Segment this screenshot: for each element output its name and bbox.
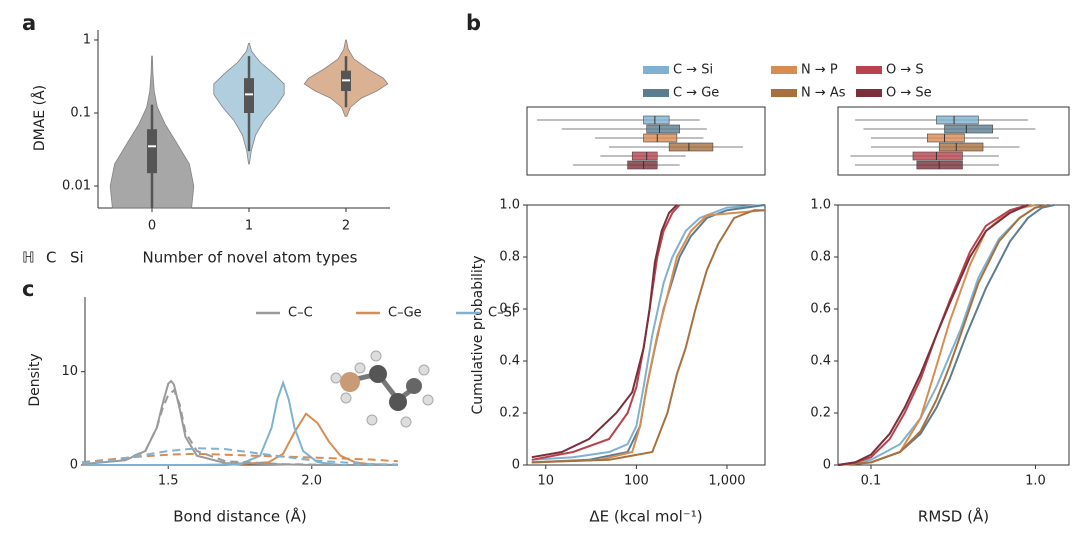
cdf-line: [531, 209, 765, 464]
x-tick-label: 100: [624, 474, 649, 489]
x-axis-label: Bond distance (Å): [173, 507, 307, 526]
density-line: [82, 379, 398, 466]
x-tick-label: 0.1: [861, 474, 882, 489]
x-tick-label: 2: [342, 219, 350, 234]
atom: [400, 416, 412, 428]
box: [627, 160, 658, 170]
molecule-illustration: [330, 350, 434, 428]
y-tick-label: 10: [61, 364, 78, 379]
atom-label: Si: [70, 249, 84, 267]
panel-letter: b: [466, 11, 481, 35]
x-tick-label: 0: [148, 219, 156, 234]
cdf-line: [837, 204, 1029, 466]
y-tick-label: 0.1: [70, 106, 91, 121]
cdf-line: [837, 204, 1049, 466]
legend-label: N → P: [801, 63, 838, 78]
x-tick-label: 10: [538, 474, 555, 489]
y-tick-label: 1.0: [810, 198, 831, 213]
box: [927, 133, 965, 143]
axes-frame: [837, 204, 1070, 466]
box: [936, 115, 979, 125]
legend-swatch: [856, 89, 882, 97]
atom: [406, 378, 422, 394]
box: [646, 124, 680, 134]
atom: [389, 393, 407, 411]
legend-swatch: [643, 89, 669, 97]
x-tick-label: 2.0: [301, 474, 322, 489]
x-tick-label: 1,000: [708, 474, 745, 489]
x-tick-label: 1: [245, 219, 253, 234]
legend-swatch: [771, 89, 797, 97]
x-axis-label: ΔE (kcal mol⁻¹): [589, 508, 702, 526]
atom: [370, 350, 382, 362]
panel-letter: a: [22, 11, 36, 35]
box: [643, 115, 670, 125]
cdf-line: [837, 204, 1029, 466]
density-line: [81, 388, 398, 466]
atom-label: C: [46, 249, 56, 267]
legend-label: O → S: [886, 63, 924, 78]
y-axis-label: Cumulative probability: [470, 255, 486, 414]
y-axis-label: Density: [27, 353, 43, 406]
legend-label: C–C: [288, 306, 313, 321]
box: [643, 133, 678, 143]
box: [147, 129, 157, 174]
atom: [340, 372, 360, 392]
legend-label: C → Si: [673, 63, 713, 78]
atom: [340, 392, 352, 404]
cdf-line: [837, 204, 1049, 466]
y-tick-label: 0.2: [499, 406, 520, 421]
y-tick-label: 0.6: [810, 302, 831, 317]
box: [938, 142, 984, 152]
axes-frame: [526, 204, 766, 466]
y-tick-label: 0: [823, 458, 831, 473]
y-tick-label: 0.6: [499, 302, 520, 317]
atom: [354, 362, 366, 374]
y-tick-label: 0: [70, 458, 78, 473]
atom-label: ℍ: [22, 249, 35, 267]
legend-swatch: [643, 66, 669, 74]
cdf-line: [531, 204, 766, 464]
y-tick-label: 1.0: [499, 198, 520, 213]
box: [244, 78, 254, 114]
legend-label: C–Si: [488, 306, 515, 321]
density-line: [82, 447, 398, 466]
atom: [330, 372, 342, 384]
y-tick-label: 0.4: [499, 354, 520, 369]
density-line: [82, 379, 398, 466]
y-axis-label: DMAE (Å): [31, 85, 48, 151]
legend-label: C–Ge: [388, 306, 422, 321]
x-tick-label: 1.5: [158, 474, 179, 489]
legend-label: O → Se: [886, 86, 932, 101]
cdf-line: [531, 209, 766, 464]
box: [912, 151, 963, 161]
legend-label: N → As: [801, 86, 846, 101]
box: [944, 124, 994, 134]
y-tick-label: 0: [512, 458, 520, 473]
box-panel-frame: [837, 106, 1070, 176]
legend-label: C → Ge: [673, 86, 719, 101]
atom: [418, 364, 430, 376]
box: [668, 142, 714, 152]
box: [631, 151, 658, 161]
x-axis-label: RMSD (Å): [918, 507, 989, 526]
box-panel-frame: [526, 106, 766, 176]
cdf-line: [531, 204, 766, 461]
y-tick-label: 0.4: [810, 354, 831, 369]
atom: [422, 394, 434, 406]
atom: [369, 365, 387, 383]
y-tick-label: 0.01: [62, 179, 91, 194]
legend-swatch: [771, 66, 797, 74]
cdf-line: [531, 204, 678, 459]
x-tick-label: 1.0: [1025, 474, 1046, 489]
x-axis-label: Number of novel atom types: [143, 249, 358, 267]
panel-letter: c: [22, 277, 34, 301]
legend-swatch: [856, 66, 882, 74]
y-tick-label: 0.8: [810, 250, 831, 265]
y-tick-label: 0.8: [499, 250, 520, 265]
atom: [366, 414, 378, 426]
y-tick-label: 1: [83, 32, 91, 47]
y-tick-label: 0.2: [810, 406, 831, 421]
